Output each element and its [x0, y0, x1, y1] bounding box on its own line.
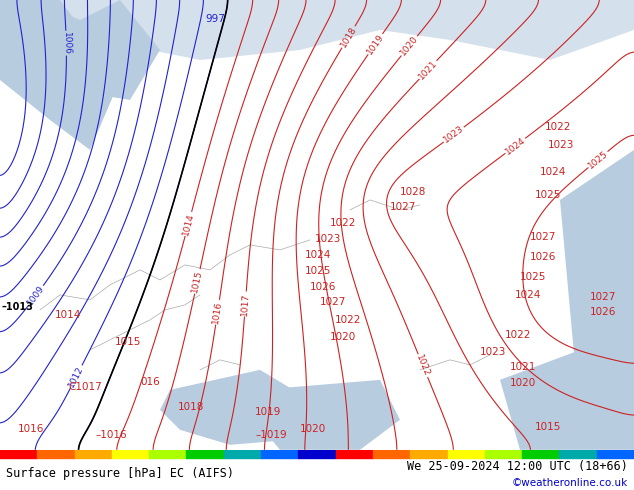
Polygon shape: [500, 330, 634, 450]
Text: Surface pressure [hPa] EC (AIFS): Surface pressure [hPa] EC (AIFS): [6, 466, 235, 480]
Polygon shape: [0, 0, 120, 150]
Polygon shape: [255, 380, 400, 450]
Text: 016: 016: [140, 377, 160, 387]
Text: 1028: 1028: [400, 187, 427, 197]
Text: 1027: 1027: [320, 297, 346, 307]
Polygon shape: [560, 150, 634, 450]
Text: –1016: –1016: [95, 430, 127, 440]
Text: 1027: 1027: [590, 292, 616, 302]
Text: 1024: 1024: [540, 167, 566, 177]
Text: 1015: 1015: [535, 422, 561, 432]
Text: 1020: 1020: [399, 34, 420, 58]
Text: 1021: 1021: [510, 362, 536, 372]
Text: 1022: 1022: [505, 330, 531, 340]
Text: 1009: 1009: [25, 284, 46, 308]
Text: 1014: 1014: [181, 212, 196, 236]
Text: –1013: –1013: [2, 302, 34, 312]
Text: 997: 997: [205, 14, 225, 24]
Text: 1014: 1014: [55, 310, 81, 320]
Text: ©weatheronline.co.uk: ©weatheronline.co.uk: [512, 478, 628, 488]
Text: 1015: 1015: [115, 337, 141, 347]
Text: 1019: 1019: [365, 32, 385, 56]
Text: 1015: 1015: [191, 269, 204, 294]
Text: 1022: 1022: [545, 122, 571, 132]
Text: 1027: 1027: [530, 232, 557, 242]
Text: 1026: 1026: [310, 282, 337, 292]
Text: 1020: 1020: [300, 424, 327, 434]
Text: C1017: C1017: [68, 382, 101, 392]
Text: 1023: 1023: [548, 140, 574, 150]
Text: 1026: 1026: [530, 252, 557, 262]
Text: 1025: 1025: [535, 190, 561, 200]
Text: 1020: 1020: [510, 378, 536, 388]
Text: 1024: 1024: [515, 290, 541, 300]
Text: 1025: 1025: [520, 272, 547, 282]
Text: 1022: 1022: [330, 218, 356, 228]
Text: 1024: 1024: [305, 250, 332, 260]
Text: 1025: 1025: [305, 266, 332, 276]
Text: 1018: 1018: [339, 25, 358, 49]
Text: 1006: 1006: [61, 31, 71, 55]
Text: 1017: 1017: [240, 292, 250, 316]
Text: 1024: 1024: [503, 135, 527, 156]
Polygon shape: [0, 0, 160, 100]
Text: 1023: 1023: [480, 347, 507, 357]
Text: 1019: 1019: [255, 407, 281, 417]
Polygon shape: [0, 0, 634, 60]
Text: 1016: 1016: [212, 300, 224, 324]
Text: 1016: 1016: [18, 424, 44, 434]
Text: We 25-09-2024 12:00 UTC (18+66): We 25-09-2024 12:00 UTC (18+66): [407, 460, 628, 473]
Text: 1026: 1026: [590, 307, 616, 317]
Polygon shape: [160, 370, 310, 445]
Text: 1022: 1022: [335, 315, 361, 325]
Text: 1018: 1018: [178, 402, 204, 412]
Text: 1022: 1022: [415, 353, 431, 378]
Text: 1027: 1027: [390, 202, 417, 212]
Text: 1025: 1025: [586, 149, 610, 171]
Text: 1012: 1012: [67, 364, 86, 389]
Text: 1023: 1023: [315, 234, 341, 244]
Text: 1023: 1023: [442, 124, 465, 145]
Text: 1021: 1021: [417, 58, 439, 81]
Text: –1019: –1019: [255, 430, 287, 440]
Text: 1020: 1020: [330, 332, 356, 342]
